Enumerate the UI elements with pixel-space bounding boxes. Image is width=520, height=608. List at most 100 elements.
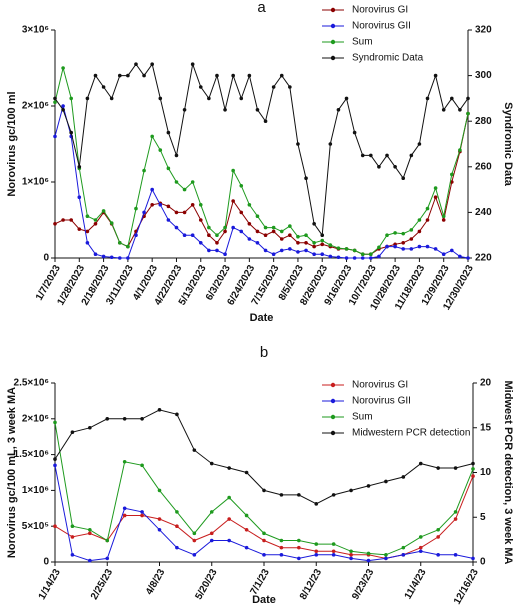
- data-point: [271, 225, 276, 230]
- data-point: [53, 222, 57, 226]
- data-point: [352, 248, 357, 253]
- y2-axis-label: Midwest PCR detection, 3 week MA: [502, 381, 514, 565]
- series-line: [54, 104, 469, 259]
- data-point: [239, 184, 244, 188]
- x-tick-label: 9/23/23: [350, 567, 376, 602]
- data-point: [312, 241, 316, 245]
- data-point: [255, 108, 260, 112]
- y-tick-label: 2×10⁶: [22, 413, 49, 424]
- legend-label: Norovirus GII: [352, 21, 411, 32]
- data-point: [174, 210, 179, 215]
- data-point: [158, 148, 163, 152]
- data-point: [142, 210, 146, 215]
- data-point: [134, 62, 138, 66]
- data-point: [69, 96, 73, 101]
- data-point: [263, 248, 268, 253]
- data-point: [207, 233, 211, 237]
- data-point: [192, 531, 197, 536]
- data-point: [349, 556, 353, 561]
- data-point: [262, 538, 266, 543]
- data-point: [331, 549, 336, 554]
- legend-marker: [330, 7, 336, 13]
- data-point: [140, 417, 144, 421]
- data-point: [166, 218, 171, 222]
- data-point: [450, 96, 454, 101]
- data-point: [105, 417, 110, 421]
- x-axis-label: Date: [250, 312, 274, 324]
- series-line: [54, 62, 469, 237]
- data-point: [190, 180, 195, 184]
- data-point: [215, 233, 219, 237]
- data-point: [349, 488, 353, 493]
- data-point: [190, 62, 195, 66]
- data-point: [466, 96, 470, 101]
- data-point: [239, 96, 244, 101]
- data-point: [231, 168, 235, 173]
- x-tick-label: 8/12/23: [298, 567, 324, 602]
- data-point: [369, 252, 373, 256]
- data-point: [157, 488, 162, 493]
- data-point: [158, 203, 163, 207]
- data-point: [209, 531, 214, 536]
- data-point: [401, 231, 406, 236]
- data-point: [417, 142, 422, 146]
- data-point: [192, 538, 197, 543]
- data-point: [418, 461, 423, 466]
- legend-marker: [330, 398, 336, 404]
- data-point: [466, 256, 470, 260]
- data-point: [263, 233, 268, 237]
- data-point: [369, 256, 373, 260]
- y2-axis-label: Syndromic Data: [502, 102, 514, 187]
- panel-label: a: [257, 0, 266, 16]
- data-point: [207, 225, 211, 230]
- data-point: [93, 252, 98, 256]
- data-point: [174, 180, 179, 184]
- data-point: [279, 229, 284, 234]
- data-point: [198, 218, 203, 222]
- data-point: [157, 408, 162, 412]
- data-point: [101, 85, 106, 89]
- data-point: [344, 247, 349, 251]
- y2-tick-label: 15: [480, 422, 492, 433]
- data-point: [393, 244, 397, 249]
- data-point: [296, 241, 300, 245]
- legend-marker: [330, 430, 336, 436]
- data-point: [360, 256, 365, 260]
- data-point: [126, 244, 130, 249]
- y-tick-label: 0: [43, 253, 49, 264]
- data-point: [61, 108, 65, 112]
- data-point: [466, 111, 470, 116]
- y-tick-label: 3×10⁶: [22, 25, 49, 36]
- data-point: [209, 510, 214, 514]
- data-point: [409, 153, 414, 158]
- data-point: [182, 210, 187, 215]
- y-tick-label: 1×10⁶: [22, 485, 49, 496]
- y2-tick-label: 300: [475, 70, 492, 81]
- data-point: [247, 203, 252, 207]
- data-point: [441, 218, 446, 222]
- data-point: [436, 535, 440, 539]
- data-point: [117, 241, 122, 245]
- data-point: [433, 195, 438, 199]
- data-point: [288, 247, 292, 251]
- data-point: [304, 233, 308, 237]
- x-tick-label: 2/25/23: [89, 567, 115, 602]
- data-point: [385, 244, 389, 249]
- y-tick-label: 2×10⁶: [22, 101, 49, 112]
- data-point: [441, 108, 446, 112]
- y2-tick-label: 20: [480, 378, 492, 389]
- data-point: [433, 247, 438, 251]
- data-point: [175, 412, 179, 417]
- data-point: [227, 517, 231, 521]
- data-point: [314, 553, 319, 557]
- data-point: [247, 73, 252, 78]
- x-tick-label: 4/8/23: [144, 567, 168, 597]
- data-point: [453, 466, 458, 470]
- legend-label: Syndromic Data: [352, 53, 424, 64]
- data-point: [88, 425, 92, 430]
- data-point: [198, 85, 203, 89]
- data-point: [223, 108, 227, 112]
- data-point: [393, 165, 397, 169]
- data-point: [433, 186, 438, 190]
- data-point: [279, 545, 284, 550]
